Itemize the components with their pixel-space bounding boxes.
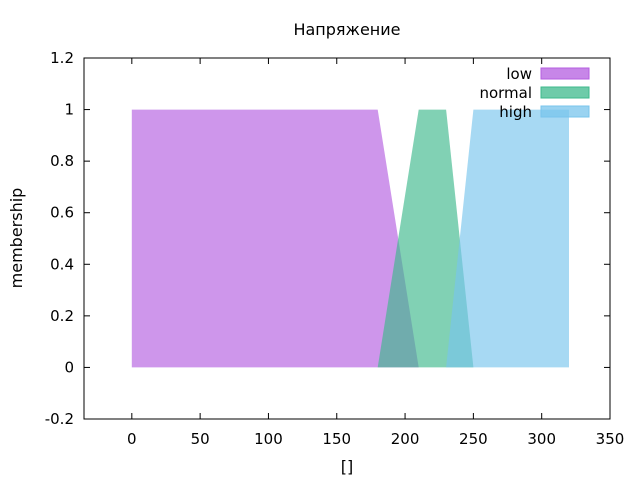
y-tick-label: -0.2 — [45, 410, 74, 428]
area-normal — [377, 109, 474, 368]
x-tick-label: 50 — [191, 430, 210, 448]
y-tick-label: 1.2 — [50, 49, 74, 67]
axes — [83, 57, 611, 420]
legend-swatch-low — [540, 67, 590, 80]
legend-label-high: high — [499, 103, 532, 121]
series-areas — [131, 109, 569, 368]
legend-label-low: low — [506, 65, 532, 83]
ticks: 0 50 100 150 200 250 300 350 -0.2 0 0.2 0.4 0.6 0.8 1 1… — [45, 49, 625, 448]
y-tick-label: 0.8 — [50, 152, 74, 170]
x-tick-label: 300 — [527, 430, 556, 448]
x-tick-label: 0 — [127, 430, 137, 448]
legend-swatch-normal — [540, 86, 590, 99]
legend-label-normal: normal — [479, 84, 532, 102]
x-tick-label: 200 — [391, 430, 420, 448]
x-axis-label: [] — [341, 457, 353, 476]
x-tick-label: 350 — [596, 430, 625, 448]
chart-title: Напряжение — [293, 20, 400, 39]
area-high — [446, 109, 569, 368]
plot-border — [83, 57, 611, 420]
area-low — [131, 109, 419, 368]
y-tick-label: 0 — [64, 358, 74, 376]
x-tick-label: 250 — [459, 430, 488, 448]
y-tick-label: 0.2 — [50, 307, 74, 325]
legend-swatch-high — [540, 105, 590, 118]
x-tick-label: 150 — [322, 430, 351, 448]
y-tick-label: 0.4 — [50, 255, 74, 273]
x-tick-label: 100 — [254, 430, 283, 448]
y-axis-label: membership — [7, 188, 26, 289]
y-tick-label: 1 — [64, 101, 74, 119]
y-tick-label: 0.6 — [50, 204, 74, 222]
